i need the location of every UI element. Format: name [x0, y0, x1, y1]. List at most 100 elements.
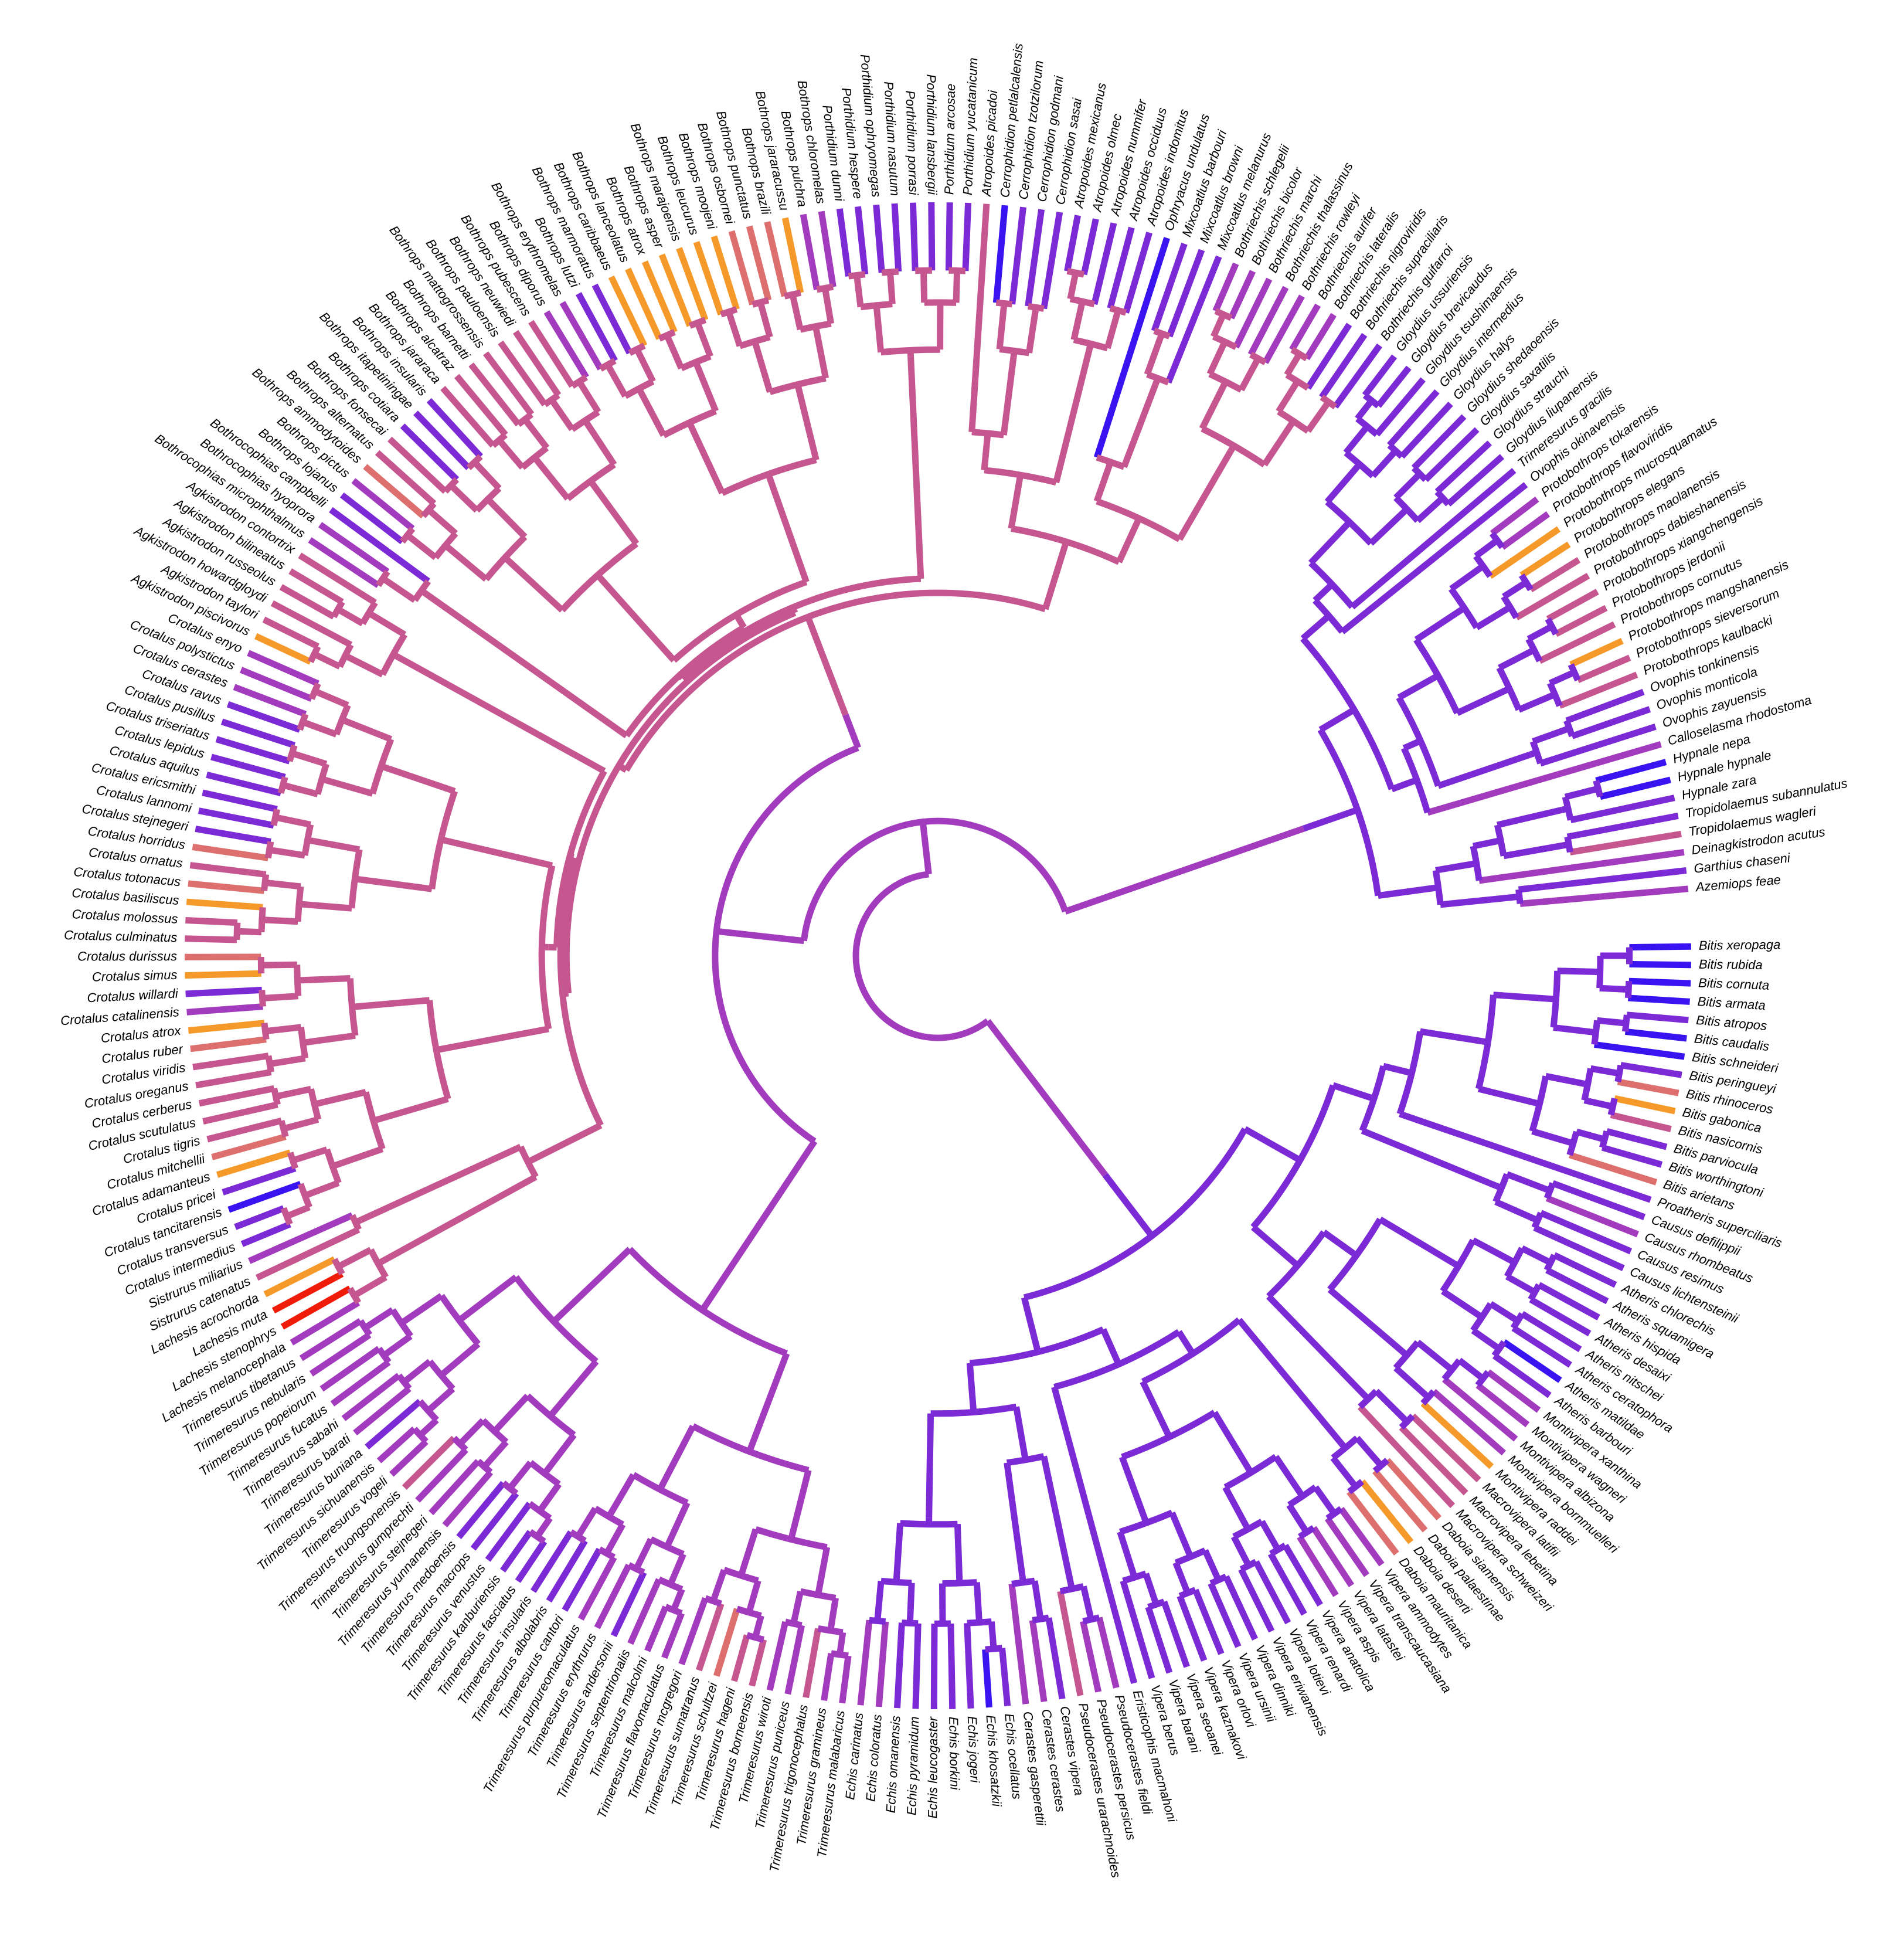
branch-arc — [852, 871, 990, 1041]
branch-edge — [842, 714, 861, 749]
branch-arc — [417, 1399, 439, 1422]
branch-edge — [1042, 541, 1070, 610]
branch-edge — [1569, 830, 1682, 855]
tip-label: Crotalus culminatus — [64, 928, 178, 945]
branch-edge — [641, 260, 678, 334]
branch-arc — [1434, 489, 1451, 507]
branch-edge — [996, 303, 1008, 350]
branch-edge — [633, 1537, 654, 1571]
branch-edge — [1222, 1485, 1251, 1531]
branch-edge — [1359, 1479, 1414, 1544]
branch-edge — [1025, 209, 1045, 307]
branch-edge — [1251, 1224, 1300, 1268]
branch-edge — [604, 363, 628, 398]
branch-edge — [1390, 777, 1418, 793]
tip-label: Porthidium nasutum — [881, 81, 902, 196]
branch-edge — [1008, 474, 1024, 529]
tree-branches — [184, 202, 1691, 1710]
branch-edge — [982, 1649, 992, 1708]
branch-edge — [1123, 232, 1152, 314]
branch-edge — [372, 1095, 449, 1124]
branch-edge — [1533, 1224, 1625, 1271]
branch-edge — [185, 917, 238, 926]
branch-edge — [1259, 1520, 1281, 1551]
branch-edge — [1590, 1065, 1620, 1077]
branch-edge — [299, 1318, 362, 1361]
branch-arc — [712, 745, 859, 1145]
branch-edge — [468, 362, 521, 427]
branch-arc — [1023, 1127, 1248, 1301]
branch-edge — [353, 1386, 412, 1436]
branch-edge — [1601, 1144, 1663, 1168]
branch-edge — [562, 1547, 603, 1612]
branch-edge — [195, 1069, 272, 1089]
branch-edge — [354, 1217, 363, 1225]
branch-edge — [415, 1447, 468, 1503]
branch-edge — [1118, 1456, 1150, 1524]
branch-edge — [962, 202, 972, 271]
branch-edge — [381, 575, 417, 603]
branch-edge — [262, 993, 299, 1001]
branch-edge — [945, 202, 953, 271]
branch-edge — [1610, 1112, 1672, 1132]
branch-edge — [448, 483, 480, 513]
branch-edge — [413, 410, 471, 470]
branch-edge — [270, 600, 353, 648]
branch-edge — [1305, 400, 1331, 433]
branch-edge — [1338, 1441, 1348, 1451]
branch-edge — [1557, 967, 1600, 976]
branch-arc — [1607, 1098, 1618, 1116]
branch-edge — [1599, 776, 1671, 800]
branch-edge — [1362, 354, 1398, 398]
branch-edge — [968, 203, 990, 433]
branch-edge — [440, 386, 496, 448]
branch-arc — [1411, 466, 1428, 483]
branch-arc — [631, 1472, 689, 1506]
branch-edge — [1165, 255, 1222, 384]
branch-edge — [634, 348, 656, 383]
branch-edge — [1446, 454, 1505, 507]
branch-arc — [784, 289, 801, 300]
branch-edge — [502, 555, 565, 613]
branch-arc — [1510, 1312, 1525, 1330]
branch-edge — [271, 1271, 344, 1314]
branch-edge — [1262, 419, 1296, 467]
branch-edge — [1313, 582, 1335, 603]
branch-edge — [988, 1621, 997, 1649]
branch-edge — [1338, 1506, 1385, 1567]
branch-edge — [891, 203, 902, 272]
branch-edge — [188, 880, 265, 894]
branch-edge — [1243, 1126, 1302, 1163]
branch-edge — [497, 438, 525, 470]
branch-edge — [1322, 1230, 1358, 1258]
branch-arc — [569, 1529, 587, 1544]
branch-edge — [794, 383, 820, 461]
branch-edge — [261, 916, 298, 925]
branch-edge — [1327, 1287, 1405, 1354]
branch-edge — [298, 901, 352, 912]
branch-arc — [1277, 409, 1310, 434]
branch-edge — [247, 650, 319, 687]
branch-edge — [1057, 1590, 1084, 1696]
tip-label: Crotalus durissus — [77, 949, 177, 963]
branch-edge — [919, 821, 932, 875]
branch-edge — [1440, 893, 1520, 908]
branch-edge — [185, 986, 262, 997]
branch-edge — [1502, 579, 1528, 600]
branch-edge — [546, 1539, 588, 1603]
branch-edge — [1538, 621, 1616, 664]
branch-edge — [575, 1506, 599, 1539]
branch-edge — [610, 1571, 647, 1638]
branch-edge — [198, 807, 274, 829]
branch-edge — [290, 1299, 361, 1346]
branch-arc — [1032, 1614, 1049, 1624]
branch-edge — [766, 1621, 789, 1691]
branch-edge — [928, 202, 936, 271]
branch-edge — [1441, 1288, 1484, 1320]
tip-label: Bitis atropos — [1695, 1013, 1767, 1033]
branch-edge — [716, 928, 805, 945]
branch-edge — [551, 1247, 633, 1324]
branch-edge — [855, 206, 869, 275]
branch-edge — [1628, 977, 1691, 987]
